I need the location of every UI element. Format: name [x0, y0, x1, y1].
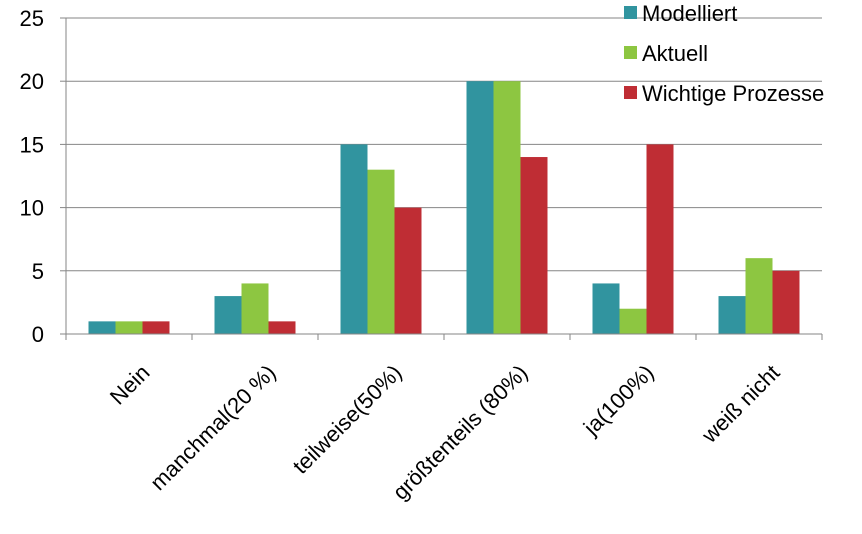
gridlines: [66, 17, 822, 272]
legend-swatch: [624, 86, 637, 99]
bar-aktuell: [241, 283, 269, 334]
bar-aktuell: [493, 81, 521, 334]
x-category-label: weiß nicht: [696, 360, 784, 448]
y-tick-label: 20: [20, 69, 44, 94]
axes: [60, 17, 823, 340]
y-tick-label: 5: [32, 259, 44, 284]
bar-aktuell: [367, 169, 395, 334]
legend-swatch: [624, 6, 637, 19]
y-tick-label: 0: [32, 322, 44, 347]
bar-modelliert: [718, 296, 746, 334]
legend-label: Modelliert: [642, 1, 737, 26]
x-category-label: teilweise(50%): [288, 360, 407, 479]
legend: Modelliert Aktuell Wichtige Prozesse: [624, 1, 824, 106]
bar-wichtige-prozesse: [772, 270, 800, 334]
y-tick-label: 10: [20, 196, 44, 221]
y-axis-ticks: 0 5 10 15 20 25: [20, 6, 44, 347]
x-category-label: Nein: [105, 360, 155, 410]
y-tick-label: 25: [20, 6, 44, 31]
bar-wichtige-prozesse: [520, 157, 548, 334]
x-category-label: manchmal(20 %): [145, 360, 280, 495]
bar-wichtige-prozesse: [142, 321, 170, 334]
legend-label: Aktuell: [642, 41, 708, 66]
bar-aktuell: [745, 258, 773, 334]
bar-wichtige-prozesse: [268, 321, 296, 334]
bar-modelliert: [466, 81, 494, 334]
bar-aktuell: [619, 308, 647, 334]
bar-modelliert: [592, 283, 620, 334]
bar-wichtige-prozesse: [646, 144, 674, 334]
bars: [88, 81, 800, 334]
legend-label: Wichtige Prozesse: [642, 81, 824, 106]
bar-aktuell: [115, 321, 143, 334]
bar-wichtige-prozesse: [394, 207, 422, 334]
y-tick-label: 15: [20, 132, 44, 157]
bar-modelliert: [340, 144, 368, 334]
bar-modelliert: [214, 296, 242, 334]
bar-modelliert: [88, 321, 116, 334]
x-category-label: größtenteils (80%): [388, 360, 533, 505]
x-category-label: ja(100%): [578, 360, 659, 441]
legend-swatch: [624, 46, 637, 59]
